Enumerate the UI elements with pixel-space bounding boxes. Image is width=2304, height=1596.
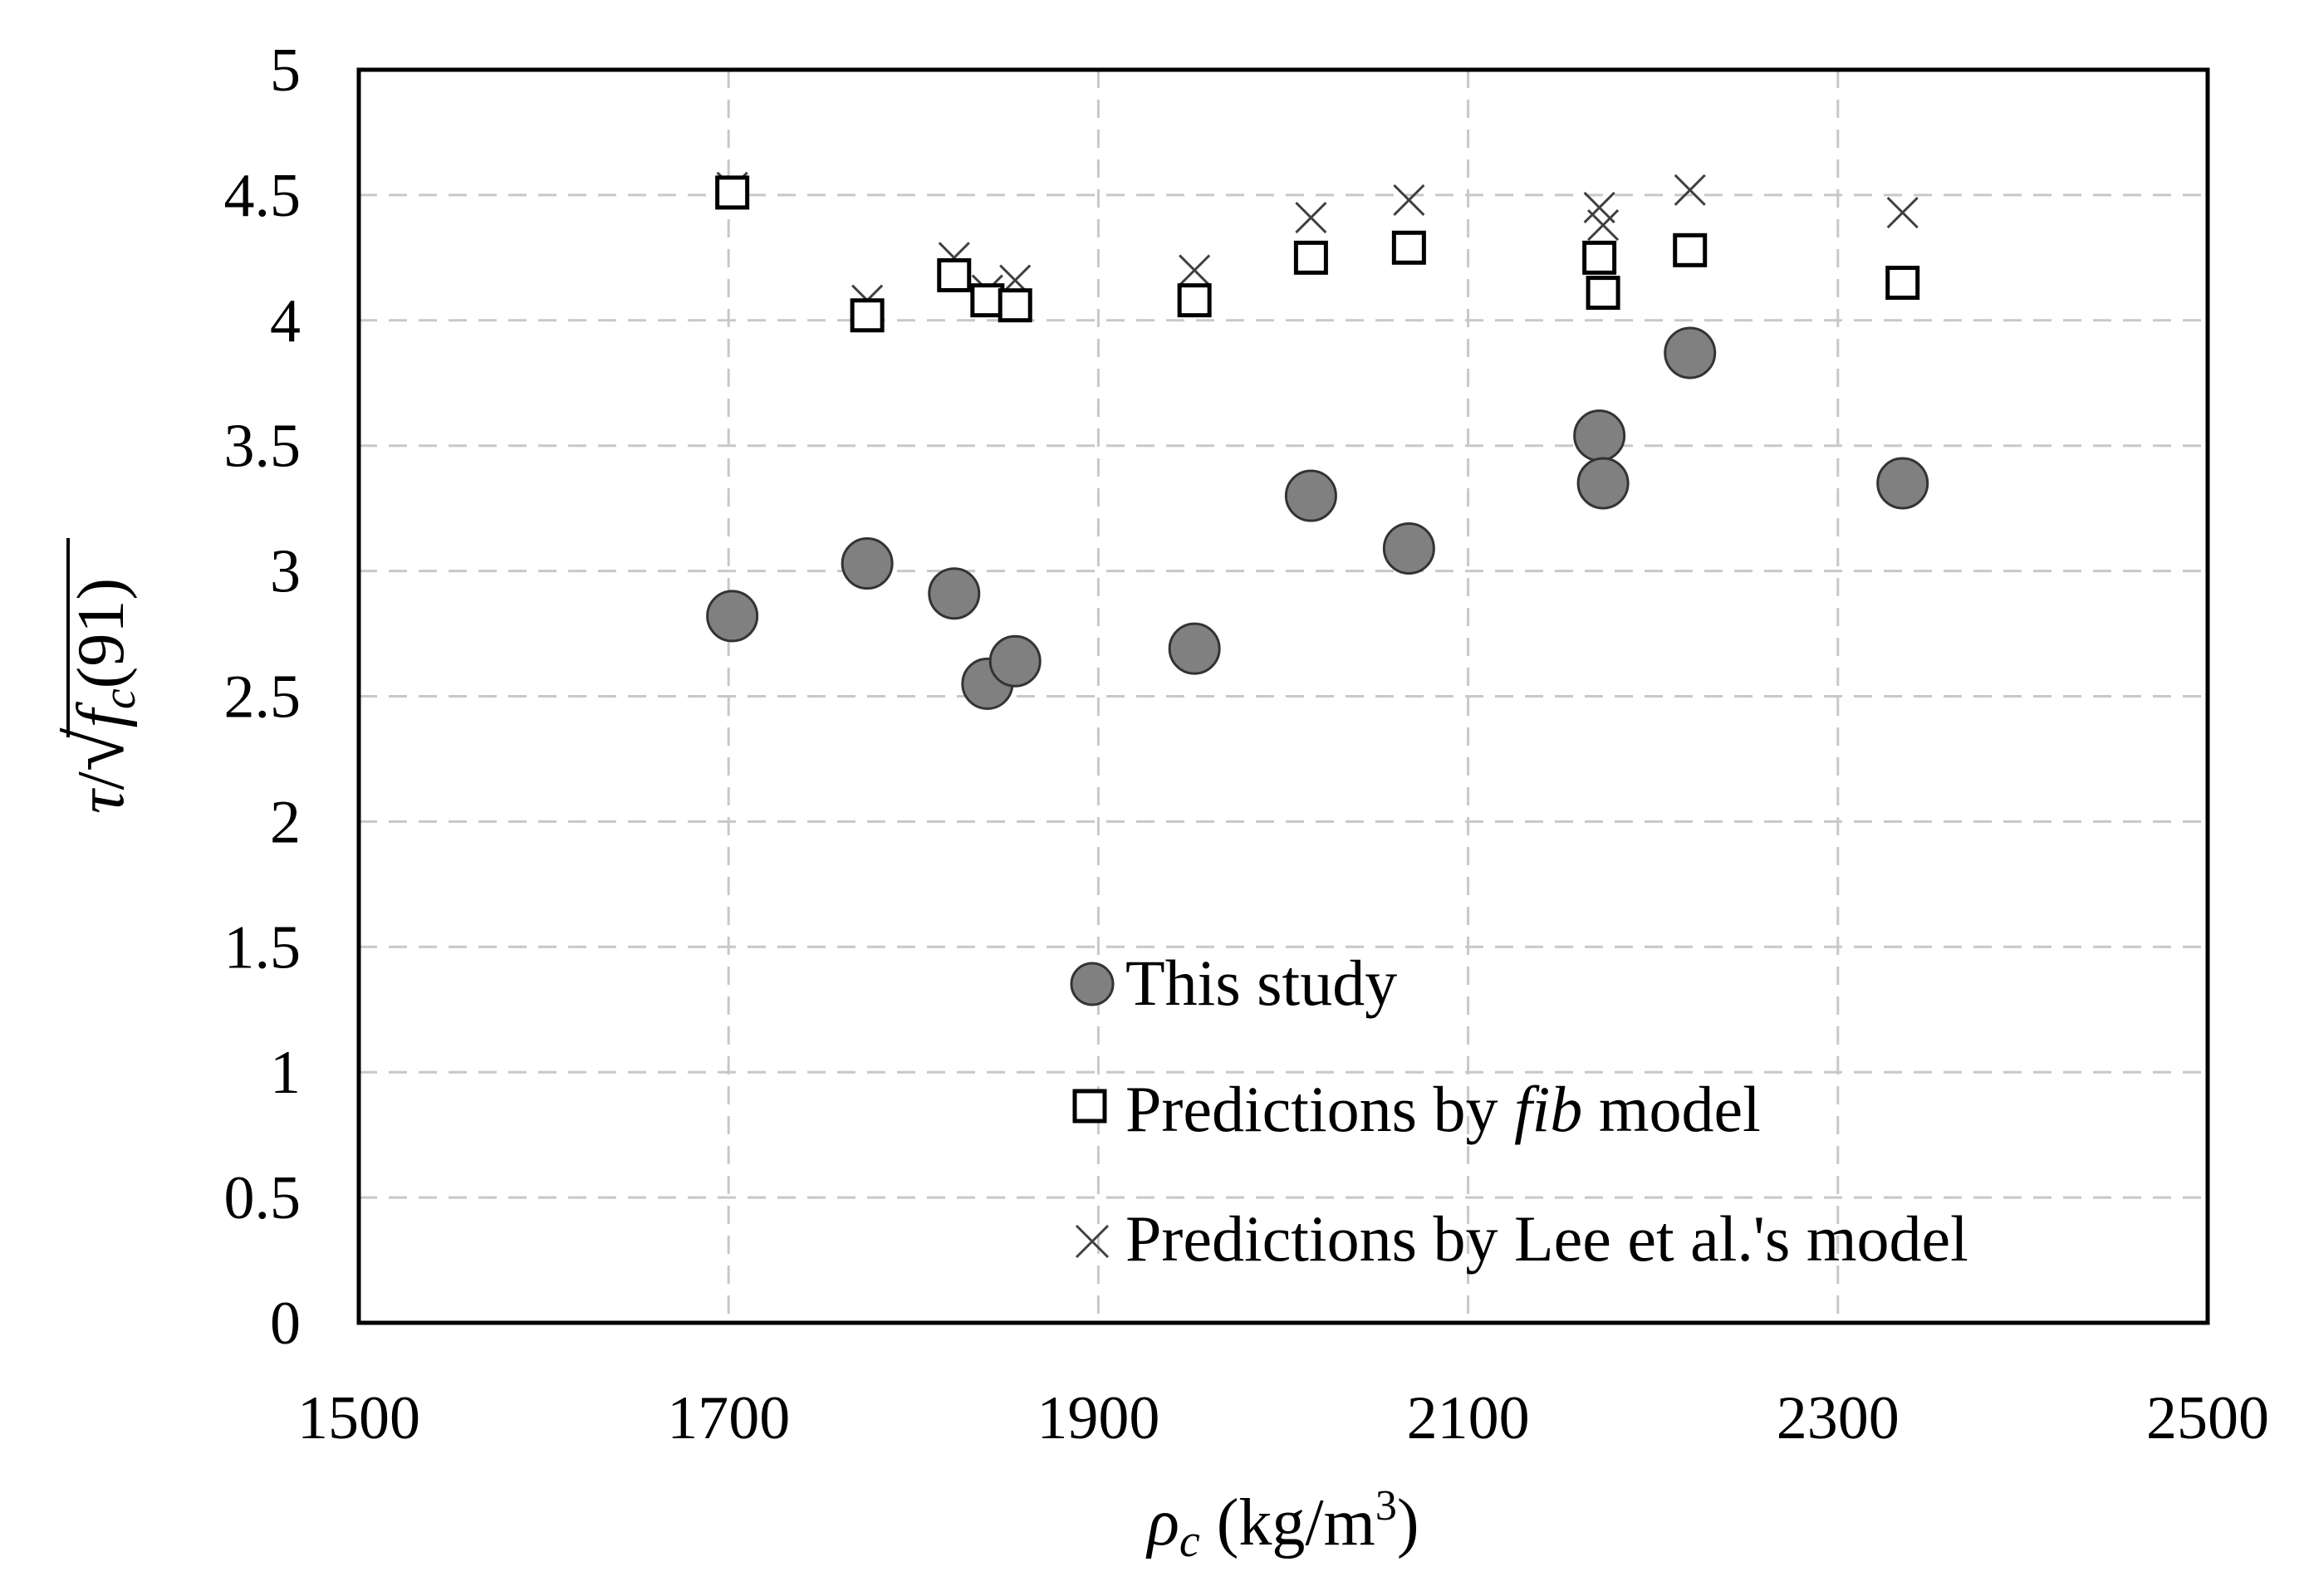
y-tick-label: 3.5	[224, 413, 301, 481]
point-this-study	[1284, 469, 1337, 522]
legend-item-lee: Predictions by Lee et al.'s model	[1075, 1202, 1968, 1275]
point-this-study	[706, 590, 759, 643]
x-tick-label: 1900	[1037, 1384, 1159, 1452]
y-tick-label: 2	[270, 788, 301, 856]
point-fib-model	[1391, 230, 1426, 265]
x-title-sub: c	[1179, 1515, 1200, 1567]
point-fib-model	[998, 288, 1032, 323]
point-this-study	[1664, 326, 1717, 379]
y-tick-labels: 0 0.5 1 1.5 2 2.5 3 3.5 4 4.5 5	[224, 37, 301, 1358]
grid-lines	[359, 70, 2208, 1323]
point-fib-model	[970, 283, 1005, 318]
y-tick-label: 4.5	[224, 162, 301, 230]
legend: This study Predictions by fib model Pred…	[1070, 947, 1968, 1275]
point-fib-model	[715, 175, 750, 210]
legend-label-fib-b: fib	[1514, 1073, 1582, 1145]
svg-text:Predictions by fib model: Predictions by fib model	[1125, 1073, 1761, 1145]
x-tick-label: 1700	[667, 1384, 790, 1452]
y-tick-label: 5	[270, 37, 301, 105]
y-title-arg: (91)	[65, 578, 138, 688]
y-title-radical: √	[51, 727, 140, 771]
point-lee-model	[1179, 254, 1211, 286]
y-title-sub: c	[94, 688, 145, 709]
x-title-close: )	[1397, 1486, 1419, 1559]
legend-marker-circle	[1070, 962, 1115, 1006]
point-fib-model	[1586, 276, 1620, 311]
x-title-sup: 3	[1375, 1482, 1397, 1530]
x-tick-label: 2300	[1777, 1384, 1900, 1452]
y-tick-label: 2.5	[224, 663, 301, 732]
point-lee-model	[1674, 174, 1706, 206]
point-fib-model	[937, 257, 972, 292]
y-tick-label: 1.5	[224, 913, 301, 982]
x-title-rho: ρ	[1145, 1486, 1179, 1559]
y-tick-label: 1	[270, 1039, 301, 1107]
point-fib-model	[1673, 233, 1708, 267]
point-this-study	[841, 537, 894, 590]
point-fib-model	[1177, 283, 1212, 318]
point-fib-model	[850, 298, 885, 333]
legend-item-this-study: This study	[1070, 947, 1397, 1019]
x-tick-label: 1500	[297, 1384, 420, 1452]
point-fib-model	[1293, 240, 1328, 275]
x-title-units: (kg/m	[1217, 1486, 1375, 1559]
legend-item-fib: Predictions by fib model	[1072, 1073, 1761, 1145]
y-title-slash: /	[65, 771, 138, 790]
point-this-study	[1168, 622, 1221, 675]
point-lee-model	[1295, 202, 1327, 234]
y-title-tau: τ	[65, 787, 138, 814]
point-this-study	[1573, 409, 1626, 463]
plot-frame	[356, 67, 2210, 1325]
legend-marker-square	[1072, 1089, 1107, 1124]
legend-label-lee: Predictions by Lee et al.'s model	[1125, 1202, 1968, 1275]
y-tick-label: 0.5	[224, 1164, 301, 1232]
legend-label-fib-c: model	[1582, 1073, 1760, 1145]
point-this-study	[1576, 457, 1630, 510]
point-this-study	[928, 567, 981, 620]
point-lee-model	[1587, 209, 1620, 242]
point-fib-model	[1885, 266, 1920, 301]
legend-marker-x	[1075, 1224, 1110, 1259]
legend-label-fib-a: Predictions by	[1125, 1073, 1514, 1145]
svg-text:τ/√fc(91): τ/√fc(91)	[51, 578, 145, 814]
svg-text:This study: This study	[1125, 947, 1397, 1019]
point-lee-model	[1886, 196, 1919, 229]
x-axis-title: ρc (kg/m3)	[1145, 1482, 1419, 1567]
y-axis-title: τ/√fc(91)	[51, 538, 145, 814]
y-tick-label: 3	[270, 538, 301, 606]
x-tick-label: 2100	[1407, 1384, 1530, 1452]
x-tick-labels: 1500 1700 1900 2100 2300 2500	[297, 1384, 2269, 1452]
legend-label-this-study: This study	[1125, 947, 1397, 1019]
point-this-study	[1382, 521, 1435, 575]
svg-text:Predictions by Lee et al.'s mo: Predictions by Lee et al.'s model	[1125, 1202, 1968, 1275]
y-tick-label: 4	[270, 287, 301, 355]
data-marks	[706, 171, 1929, 710]
y-tick-label: 0	[270, 1290, 301, 1358]
x-tick-label: 2500	[2146, 1384, 2269, 1452]
point-this-study	[988, 634, 1042, 688]
point-lee-model	[1393, 184, 1425, 216]
point-this-study	[1876, 457, 1929, 510]
point-fib-model	[1582, 240, 1617, 275]
